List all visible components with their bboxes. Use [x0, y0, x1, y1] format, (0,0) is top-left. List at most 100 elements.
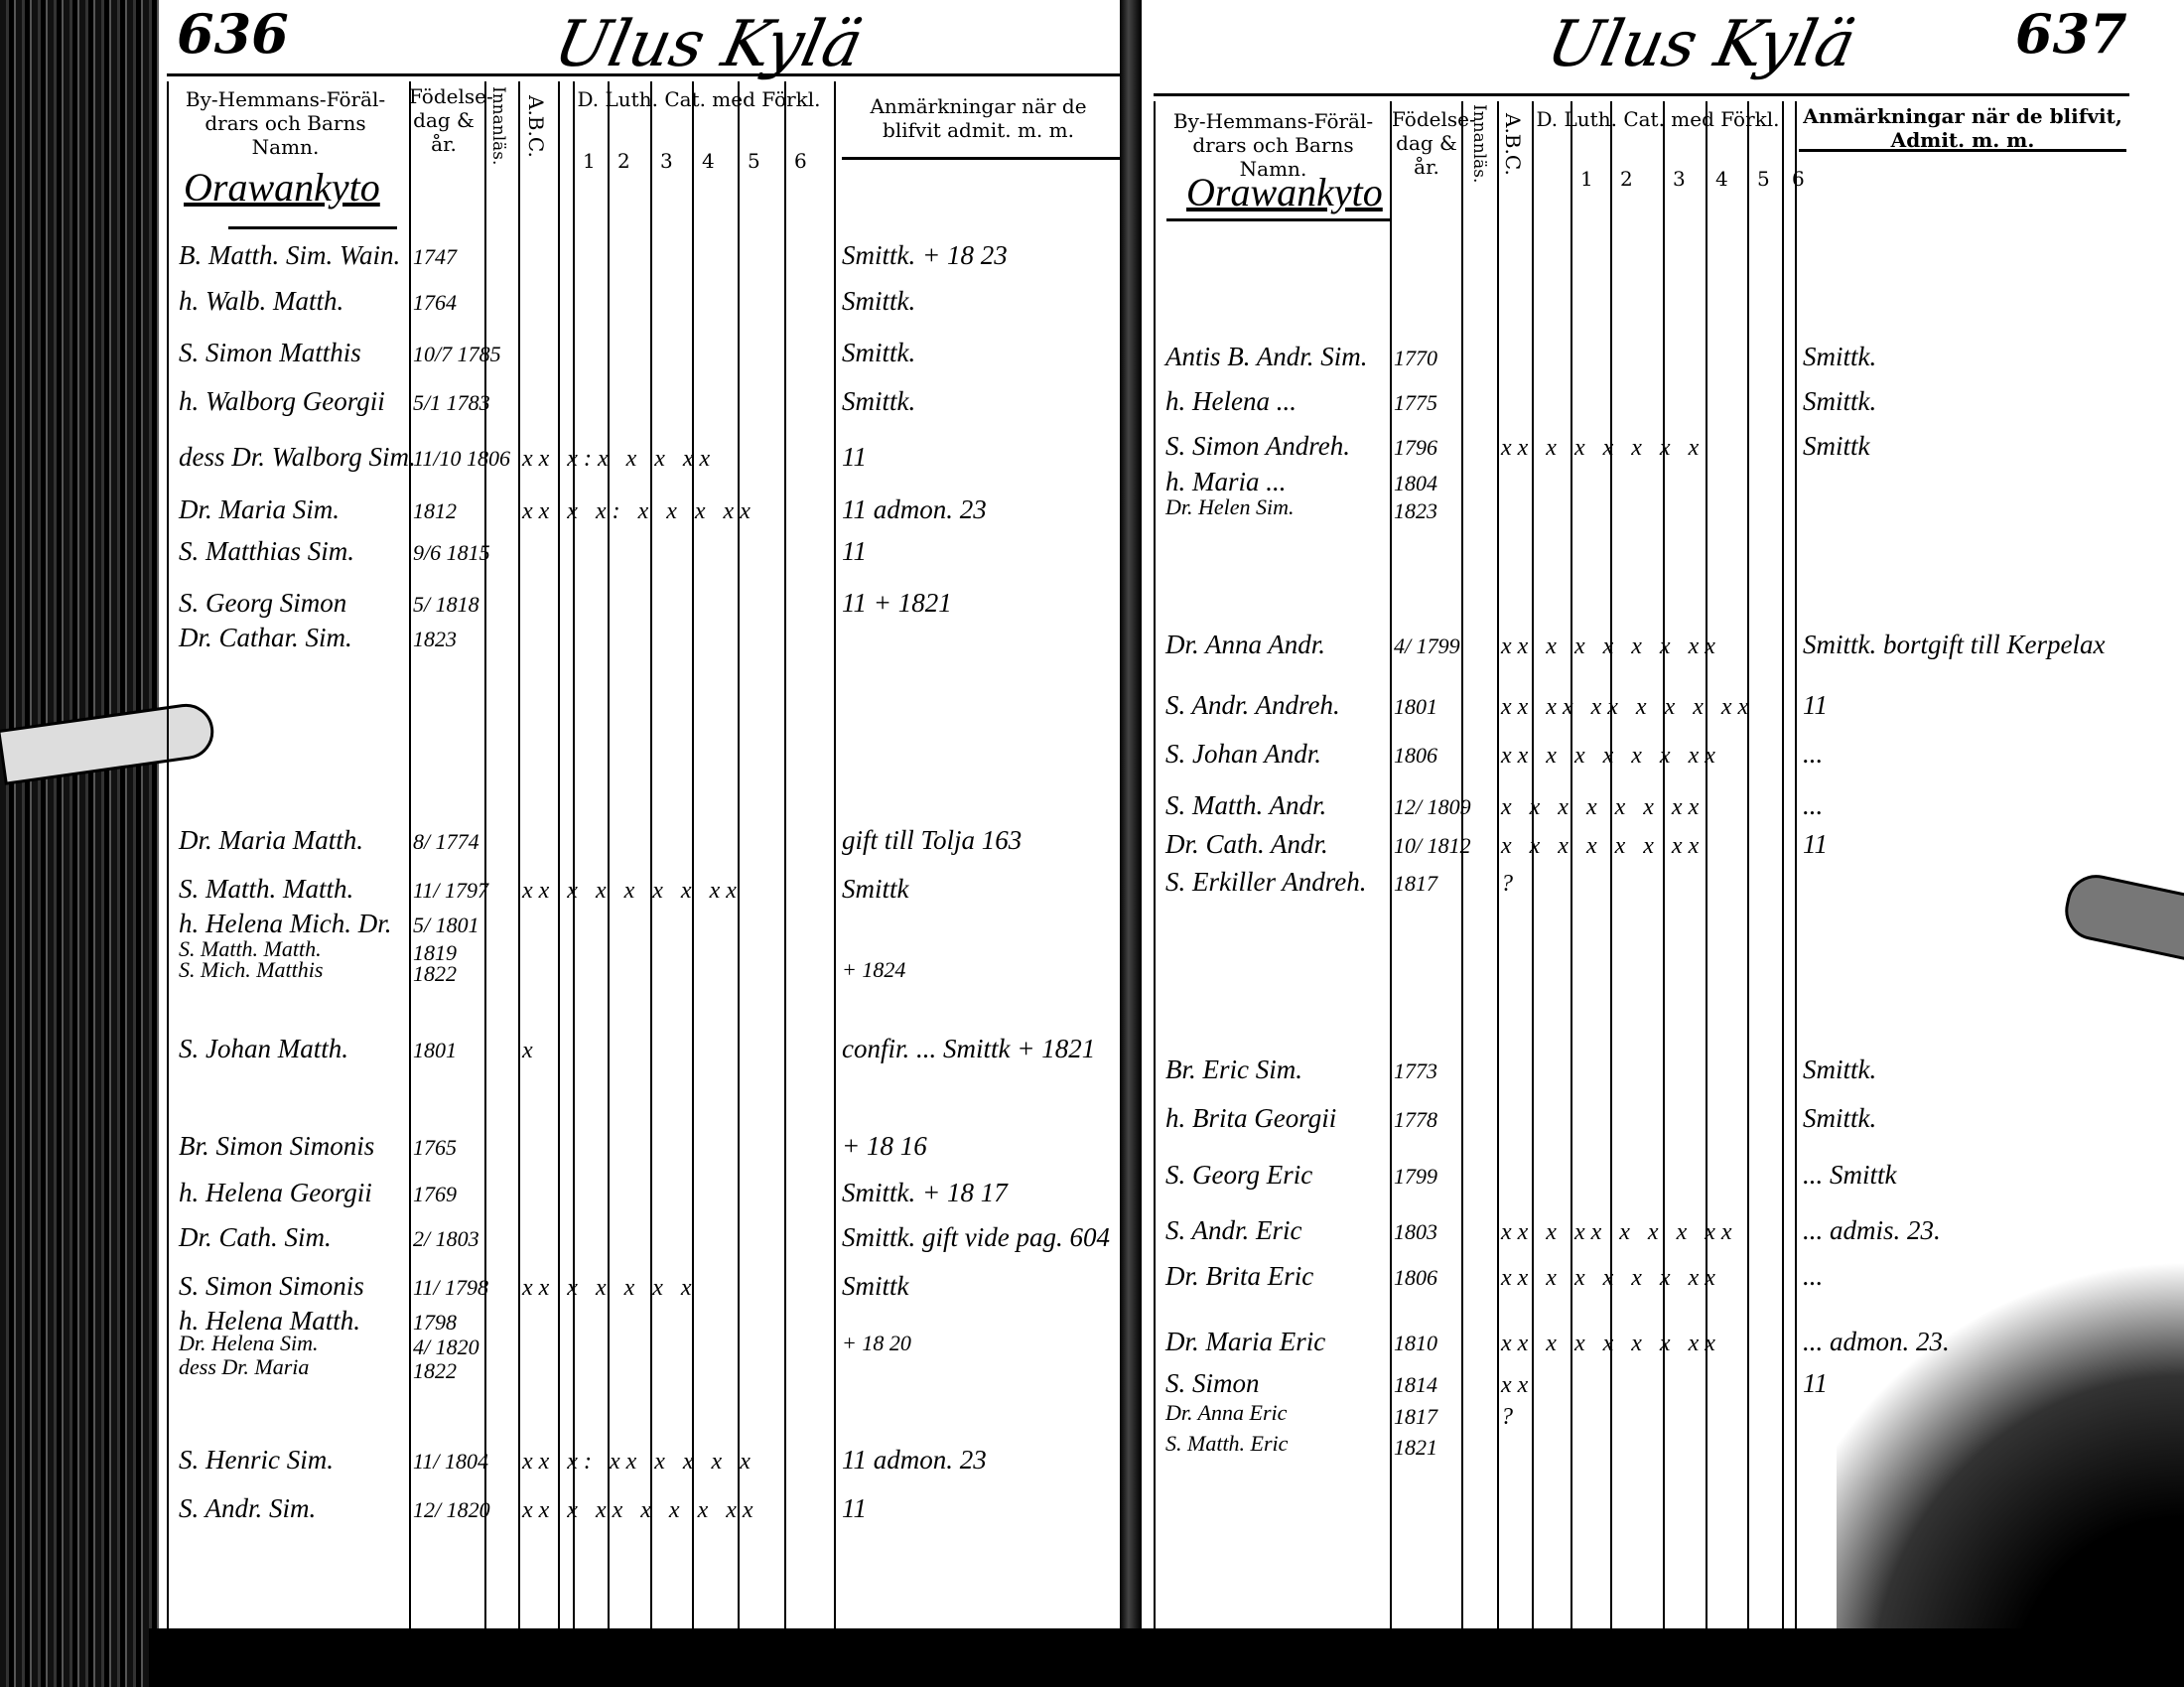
- entry-name: Dr. Cath. Andr.: [1165, 829, 1328, 859]
- entry-name: S. Andr. Andreh.: [1165, 690, 1340, 720]
- entry-birth-date: 11/ 1804: [413, 1449, 488, 1474]
- entry-birth-date: 1773: [1394, 1058, 1437, 1083]
- entry-name: Dr. Maria Matth.: [179, 825, 364, 855]
- column-rule: [738, 81, 740, 1638]
- entry-remark: + 1824: [842, 957, 906, 982]
- catechism-column-5: 5: [748, 149, 760, 173]
- entry-birth-date: 1796: [1394, 435, 1437, 460]
- entry-remark: Smittk. + 18 23: [842, 240, 1008, 270]
- entry-name: h. Walb. Matth.: [179, 286, 344, 316]
- entry-name: h. Maria ...: [1165, 467, 1287, 496]
- entry-remark: 11: [1803, 1368, 1828, 1398]
- entry-name: Dr. Anna Eric: [1165, 1400, 1288, 1425]
- entry-birth-date: 1778: [1394, 1107, 1437, 1132]
- header-catechism-left: D. Luth. Cat. med Förkl.: [577, 87, 821, 111]
- entry-catechism-marks: xx x x x x x xx: [1501, 633, 1721, 659]
- entry-remark: 11 admon. 23: [842, 494, 987, 524]
- header-names-right: By-Hemmans-Föräl-drars och Barns Namn.: [1172, 109, 1374, 181]
- header-innanlas-right: Innanläs.: [1469, 104, 1489, 184]
- catechism-column-1: 1: [583, 149, 596, 173]
- entry-remark: ... Smittk: [1803, 1160, 1897, 1190]
- entry-name: dess Dr. Maria: [179, 1354, 310, 1379]
- entry-remark: ...: [1803, 739, 1824, 769]
- entry-birth-date: 1804: [1394, 471, 1437, 495]
- entry-birth-date: 1819: [413, 940, 457, 965]
- entry-birth-date: 1770: [1394, 346, 1437, 370]
- scan-bottom-edge: [149, 1628, 2184, 1687]
- entry-name: S. Matth. Eric: [1165, 1431, 1289, 1456]
- entry-name: B. Matth. Sim. Wain.: [179, 240, 401, 270]
- entry-birth-date: 1769: [413, 1182, 457, 1206]
- entry-remark: 11: [842, 442, 867, 472]
- entry-remark: Smittk.: [842, 386, 916, 416]
- entry-name: Dr. Cath. Sim.: [179, 1222, 332, 1252]
- entry-birth-date: 1822: [413, 1358, 457, 1383]
- entry-remark: Smittk. gift vide pag. 604: [842, 1222, 1110, 1252]
- entry-birth-date: 1806: [1394, 1265, 1437, 1290]
- entry-remark: 11 admon. 23: [842, 1445, 987, 1475]
- catechism-column-6: 6: [1792, 167, 1805, 191]
- entry-name: S. Simon: [1165, 1368, 1260, 1398]
- header-birth-left: Födelse-dag & år.: [409, 84, 493, 156]
- entry-name: S. Simon Andreh.: [1165, 431, 1350, 461]
- page-title-right: Ulus Kylä: [1541, 8, 1862, 81]
- entry-name: h. Helena ...: [1165, 386, 1297, 416]
- page-number-left: 636: [177, 2, 289, 66]
- page-title-left: Ulus Kylä: [548, 8, 870, 81]
- entry-remark: Smittk.: [1803, 1103, 1877, 1133]
- entry-name: S. Georg Eric: [1165, 1160, 1313, 1190]
- entry-remark: Smittk.: [1803, 1054, 1877, 1084]
- village-name-left: Orawankyto: [184, 165, 380, 210]
- entry-birth-date: 1765: [413, 1135, 457, 1160]
- entry-catechism-marks: xx x x x x x xx: [1501, 743, 1721, 769]
- entry-name: S. Matthias Sim.: [179, 536, 355, 566]
- entry-birth-date: 8/ 1774: [413, 829, 479, 854]
- column-rule: [1154, 101, 1156, 1638]
- entry-catechism-marks: ?: [1501, 871, 1519, 897]
- column-rule: [484, 81, 486, 1638]
- column-rule: [1497, 101, 1499, 1638]
- column-rule: [834, 81, 836, 1638]
- entry-catechism-marks: xx xx xx x x x xx: [1501, 694, 1755, 720]
- entry-remark: Smittk: [842, 874, 909, 904]
- entry-birth-date: 12/ 1809: [1394, 794, 1471, 819]
- entry-name: S. Andr. Eric: [1165, 1215, 1302, 1245]
- entry-name: Dr. Maria Sim.: [179, 494, 341, 524]
- entry-birth-date: 1817: [1394, 1404, 1437, 1429]
- entry-remark: gift till Tolja 163: [842, 825, 1023, 855]
- entry-catechism-marks: xx x x x x x xx: [1501, 1331, 1721, 1356]
- entry-name: Dr. Helena Sim.: [179, 1331, 319, 1355]
- entry-birth-date: 5/ 1818: [413, 592, 479, 617]
- entry-name: S. Johan Matth.: [179, 1034, 348, 1063]
- entry-birth-date: 1747: [413, 244, 457, 269]
- column-rule: [167, 81, 169, 1638]
- entry-catechism-marks: x: [522, 1038, 539, 1063]
- entry-birth-date: 11/ 1798: [413, 1275, 488, 1300]
- column-rule: [1747, 101, 1749, 1638]
- left-page: [159, 60, 1120, 1648]
- entry-catechism-marks: xx x: xx x x x x: [522, 1449, 756, 1475]
- entry-remark: Smittk.: [842, 338, 916, 367]
- header-names-left: By-Hemmans-Föräl-drars och Barns Namn.: [185, 87, 386, 159]
- entry-birth-date: 2/ 1803: [413, 1226, 479, 1251]
- entry-birth-date: 4/ 1820: [413, 1335, 479, 1359]
- column-rule: [1795, 101, 1797, 1638]
- entry-remark: ...: [1803, 790, 1824, 820]
- entry-birth-date: 1798: [413, 1310, 457, 1335]
- entry-birth-date: 9/6 1815: [413, 540, 490, 565]
- column-rule: [1706, 101, 1707, 1638]
- entry-catechism-marks: x x x x x x xx: [1501, 794, 1706, 820]
- header-rule: [1166, 218, 1390, 221]
- entry-name: S. Mich. Matthis: [179, 957, 324, 982]
- column-rule: [650, 81, 652, 1638]
- entry-birth-date: 4/ 1799: [1394, 633, 1460, 658]
- column-rule: [1570, 101, 1572, 1638]
- entry-name: S. Matth. Andr.: [1165, 790, 1327, 820]
- entry-name: S. Matth. Matth.: [179, 874, 354, 904]
- entry-name: h. Brita Georgii: [1165, 1103, 1337, 1133]
- entry-remark: Smittk.: [1803, 342, 1877, 371]
- catechism-column-4: 4: [702, 149, 715, 173]
- column-rule: [1663, 101, 1665, 1638]
- entry-birth-date: 1821: [1394, 1435, 1437, 1460]
- entry-name: Dr. Cathar. Sim.: [179, 623, 352, 652]
